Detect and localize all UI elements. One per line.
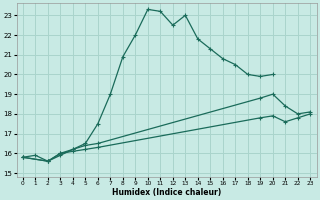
X-axis label: Humidex (Indice chaleur): Humidex (Indice chaleur) <box>112 188 221 197</box>
